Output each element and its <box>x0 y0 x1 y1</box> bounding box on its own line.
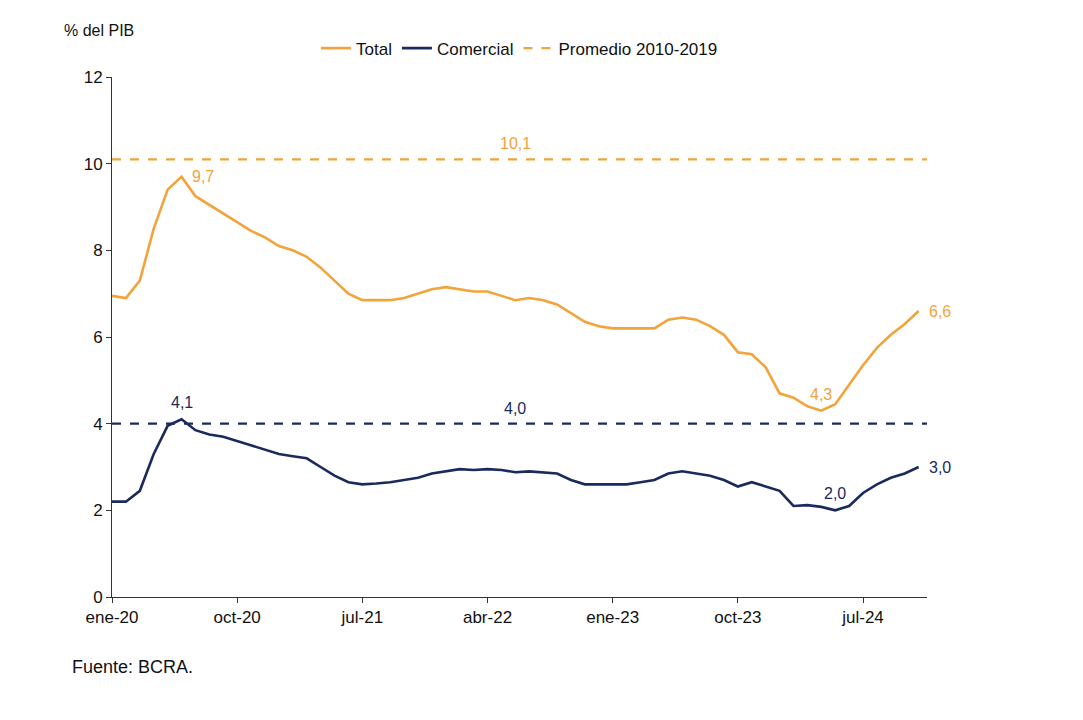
svg-text:10,1: 10,1 <box>500 135 531 152</box>
svg-text:% del PIB: % del PIB <box>64 22 134 39</box>
svg-text:ene-20: ene-20 <box>86 608 139 627</box>
svg-text:10: 10 <box>84 155 103 174</box>
svg-text:abr-22: abr-22 <box>463 608 512 627</box>
svg-text:12: 12 <box>84 68 103 87</box>
svg-text:8: 8 <box>93 241 102 260</box>
svg-text:oct-23: oct-23 <box>714 608 761 627</box>
svg-text:jul-21: jul-21 <box>341 608 384 627</box>
svg-text:Total: Total <box>356 40 392 59</box>
svg-text:9,7: 9,7 <box>192 168 214 185</box>
svg-text:6,6: 6,6 <box>929 303 951 320</box>
svg-text:3,0: 3,0 <box>929 459 951 476</box>
svg-text:4: 4 <box>93 415 102 434</box>
svg-text:4,1: 4,1 <box>171 394 193 411</box>
svg-text:0: 0 <box>93 588 102 607</box>
svg-text:jul-24: jul-24 <box>841 608 884 627</box>
svg-text:ene-23: ene-23 <box>586 608 639 627</box>
svg-text:Fuente: BCRA.: Fuente: BCRA. <box>72 657 193 677</box>
svg-text:Comercial: Comercial <box>437 40 514 59</box>
svg-text:2: 2 <box>93 501 102 520</box>
svg-text:oct-20: oct-20 <box>214 608 261 627</box>
svg-text:2,0: 2,0 <box>824 485 846 502</box>
svg-text:Promedio 2010-2019: Promedio 2010-2019 <box>558 40 717 59</box>
svg-text:4,0: 4,0 <box>504 400 526 417</box>
svg-text:6: 6 <box>93 328 102 347</box>
svg-text:4,3: 4,3 <box>810 386 832 403</box>
